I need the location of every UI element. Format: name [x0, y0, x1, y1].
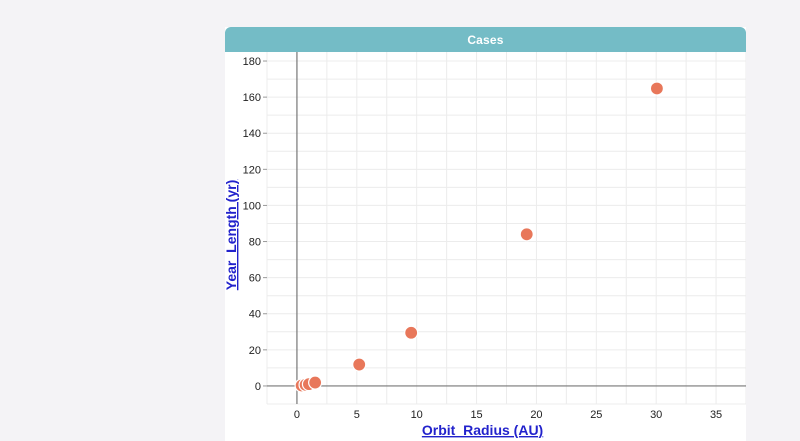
data-point[interactable]: [352, 357, 367, 372]
data-point[interactable]: [649, 81, 665, 96]
y-tick-label: 0: [255, 381, 261, 393]
x-tick-label: 10: [411, 409, 423, 421]
graph-title-bar[interactable]: Cases: [225, 27, 746, 52]
data-point[interactable]: [519, 227, 534, 242]
x-tick-label: 5: [354, 409, 360, 421]
y-tick-label: 60: [249, 273, 261, 285]
data-point[interactable]: [404, 325, 419, 340]
graph-title: Cases: [467, 32, 504, 47]
y-tick-label: 120: [243, 164, 261, 176]
y-tick-label: 40: [249, 309, 261, 321]
y-tick-label: 180: [243, 56, 261, 68]
x-axis-label[interactable]: Orbit_Radius (AU): [422, 422, 543, 438]
x-tick-label: 15: [470, 409, 482, 421]
y-tick-label: 20: [249, 345, 261, 357]
y-tick-label: 100: [243, 200, 261, 212]
x-tick-label: 30: [650, 409, 662, 421]
x-tick-label: 0: [294, 409, 300, 421]
y-axis-label[interactable]: Year_Length (yr): [225, 180, 239, 290]
x-tick-label: 35: [710, 409, 722, 421]
graph-window: Cases 0 20 40 60 80 100 120 140 160 180 0 5 10 15 20 25…: [225, 27, 746, 441]
x-tick-label: 25: [590, 409, 602, 421]
x-tick-label: 20: [530, 409, 542, 421]
y-tick-label: 80: [249, 237, 261, 249]
data-point[interactable]: [308, 375, 323, 390]
y-tick-label: 140: [243, 128, 261, 140]
scatter-plot[interactable]: 0 20 40 60 80 100 120 140 160 180 0 5 10 15 20 25 30 35 Or…: [225, 52, 746, 441]
y-tick-label: 160: [243, 92, 261, 104]
